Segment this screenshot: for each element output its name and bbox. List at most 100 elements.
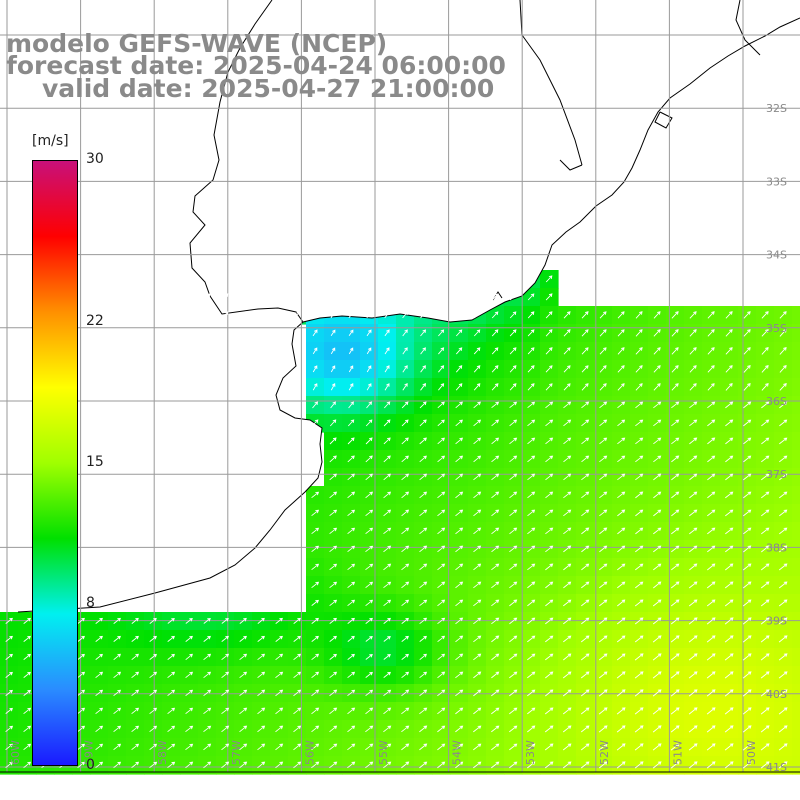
wind-arrow — [383, 743, 392, 751]
wind-arrow — [563, 419, 572, 427]
wind-arrow — [634, 653, 644, 661]
wind-arrow — [652, 671, 662, 679]
wind-arrow — [707, 311, 715, 319]
wind-arrow — [761, 382, 769, 391]
wind-arrow — [203, 311, 211, 319]
wind-arrow — [348, 329, 354, 337]
wind-arrow — [366, 275, 373, 283]
longitude-label: 58W — [156, 740, 169, 765]
longitude-label: 50W — [745, 740, 758, 765]
wind-arrow — [706, 653, 716, 661]
wind-arrow — [491, 455, 500, 463]
wind-arrow — [563, 527, 572, 535]
wind-arrow — [312, 329, 318, 337]
wind-arrow — [293, 635, 301, 642]
wind-arrow — [455, 581, 464, 589]
wind-arrow — [401, 599, 410, 607]
wind-arrow — [635, 491, 644, 499]
wind-arrow — [509, 617, 518, 625]
wind-arrow — [437, 527, 446, 535]
wind-arrow — [742, 581, 752, 589]
wind-speed-cell — [792, 504, 800, 523]
wind-arrow — [329, 725, 338, 733]
wind-arrow — [366, 347, 372, 355]
wind-arrow — [598, 635, 608, 643]
wind-arrow — [419, 725, 428, 733]
wind-arrow — [742, 725, 752, 733]
wind-arrow — [329, 743, 338, 751]
wind-arrow — [760, 563, 770, 571]
colorbar — [32, 160, 78, 766]
wind-arrow — [473, 383, 481, 391]
wind-speed-cell — [792, 702, 800, 721]
wind-arrow — [473, 707, 482, 715]
wind-arrow — [366, 401, 373, 409]
wind-arrow — [95, 653, 103, 660]
wind-arrow — [419, 455, 427, 463]
wind-arrow — [257, 635, 265, 642]
wind-arrow — [401, 419, 409, 427]
wind-arrow — [689, 455, 698, 463]
wind-arrow — [365, 509, 374, 517]
wind-arrow — [599, 509, 608, 517]
wind-arrow — [473, 599, 482, 607]
wind-arrow — [312, 293, 318, 301]
wind-arrow — [779, 346, 787, 355]
wind-arrow — [366, 365, 372, 373]
wind-arrow — [617, 365, 625, 373]
wind-arrow — [581, 365, 589, 373]
wind-arrow — [635, 563, 644, 571]
wind-arrow — [275, 707, 284, 715]
wind-arrow — [221, 761, 230, 769]
wind-arrow — [653, 401, 662, 409]
wind-arrow — [383, 419, 391, 427]
wind-arrow — [455, 707, 464, 715]
wind-arrow — [401, 509, 410, 517]
wind-arrow — [599, 419, 608, 427]
wind-arrow — [671, 329, 679, 337]
wind-arrow — [401, 401, 409, 409]
wind-arrow — [275, 743, 284, 751]
wind-arrow — [77, 761, 86, 769]
wind-arrow — [670, 671, 680, 679]
wind-arrow — [384, 275, 391, 283]
wind-arrow — [563, 581, 572, 589]
wind-arrow — [760, 707, 770, 715]
wind-arrow — [527, 653, 536, 661]
wind-arrow — [311, 635, 319, 642]
wind-arrow — [311, 617, 319, 624]
wind-arrow — [779, 382, 787, 391]
wind-arrow — [742, 635, 752, 643]
wind-arrow — [330, 311, 336, 319]
wind-arrow — [581, 383, 589, 391]
wind-arrow — [438, 365, 445, 373]
wind-arrow — [185, 671, 194, 679]
wind-arrow — [77, 617, 85, 624]
wind-arrow — [455, 509, 464, 517]
wind-arrow — [455, 689, 464, 697]
wind-arrow — [635, 437, 644, 445]
wind-arrow — [491, 707, 500, 715]
wind-arrow — [724, 617, 734, 625]
wind-arrow — [293, 743, 302, 751]
wind-arrow — [617, 473, 626, 481]
wind-arrow — [348, 347, 354, 355]
wind-arrow — [742, 671, 752, 679]
wind-arrow — [544, 707, 554, 715]
wind-arrow — [761, 329, 769, 337]
latitude-label: 41S — [766, 761, 787, 774]
wind-arrow — [95, 707, 104, 715]
wind-arrow — [688, 581, 698, 589]
wind-arrow — [509, 347, 517, 355]
wind-arrow — [257, 671, 266, 679]
wind-arrow — [491, 761, 500, 769]
wind-arrow — [725, 563, 734, 571]
wind-arrow — [419, 401, 427, 409]
wind-arrow — [652, 653, 662, 661]
wind-arrow — [366, 293, 372, 301]
wind-arrow — [437, 761, 446, 769]
wind-arrow — [706, 725, 716, 733]
wind-arrow — [580, 671, 590, 679]
wind-arrow — [725, 491, 734, 499]
wind-arrow — [239, 617, 247, 624]
